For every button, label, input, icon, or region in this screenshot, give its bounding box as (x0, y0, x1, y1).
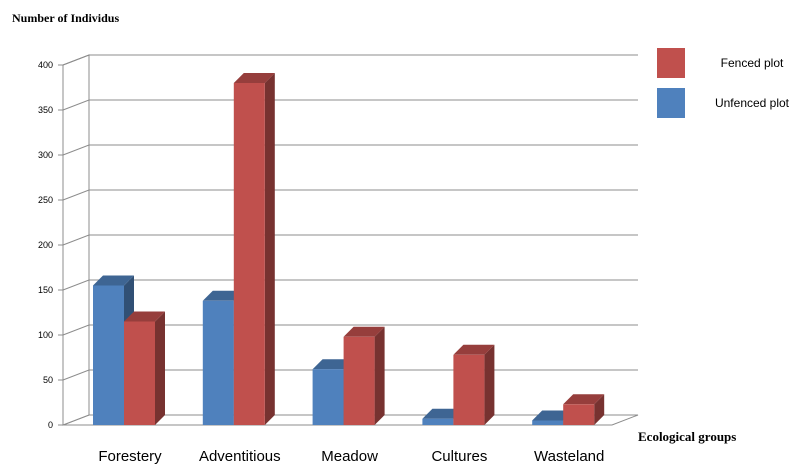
bar-front (93, 285, 124, 425)
bar-top (563, 394, 605, 405)
bar-front (312, 369, 344, 425)
y-tick-label: 50 (43, 375, 53, 385)
y-tick-label: 200 (38, 240, 53, 250)
gridline (62, 189, 638, 201)
legend-swatch (657, 88, 685, 118)
x-axis-label: Ecological groups (638, 429, 736, 444)
bar-front (202, 300, 234, 425)
y-tick-label: 400 (38, 60, 53, 70)
y-tick-label: 350 (38, 105, 53, 115)
gridline (62, 54, 638, 66)
x-tick-label: Cultures (431, 448, 487, 465)
bar-top (532, 410, 574, 421)
gridline (62, 279, 638, 291)
gridline (62, 234, 638, 246)
y-tick-label: 300 (38, 150, 53, 160)
legend-label: Unfenced plot (715, 96, 790, 110)
gridline (62, 324, 638, 336)
bar-front (532, 420, 564, 425)
y-tick-label: 150 (38, 285, 53, 295)
bar-front (343, 336, 375, 425)
legend: Fenced plot Unfenced plot (657, 48, 790, 118)
bar-front (124, 321, 155, 425)
bar-top (453, 344, 495, 355)
bar (124, 311, 165, 425)
bar-side (594, 394, 605, 425)
x-tick-label: Forestery (98, 448, 162, 465)
x-axis-ticks: Forestery Adventitious Meadow Cultures Waste… (98, 448, 604, 465)
bar-front (563, 404, 595, 425)
y-tick-label: 100 (38, 330, 53, 340)
bar-top (422, 408, 464, 419)
bar-top (93, 275, 134, 286)
y-axis-ticks: 0 50 100 150 200 250 300 350 400 (38, 60, 64, 430)
bars (93, 73, 605, 425)
legend-label: Fenced plot (721, 56, 784, 70)
bar-top (343, 326, 385, 337)
x-tick-label: Adventitious (199, 448, 281, 465)
y-tick-label: 0 (48, 420, 53, 430)
y-tick-label: 250 (38, 195, 53, 205)
bar (563, 394, 605, 425)
bar (343, 326, 385, 425)
bar-side (264, 73, 275, 425)
bar-front (422, 418, 454, 425)
bar-front (233, 83, 265, 425)
legend-swatch (657, 48, 685, 78)
bar-side (484, 344, 495, 425)
bar-top (124, 311, 165, 322)
bar-side (155, 311, 165, 425)
bar-top (312, 359, 354, 370)
bar-top (202, 290, 244, 301)
bar (233, 73, 275, 425)
x-tick-label: Meadow (321, 448, 378, 465)
y-axis-label: Number of Individus (12, 11, 119, 25)
gridline (62, 144, 638, 156)
x-tick-label: Wasteland (534, 448, 604, 465)
bar (453, 344, 495, 425)
bar-side (374, 326, 385, 425)
bar-top (233, 73, 275, 83)
bar-front (453, 354, 485, 425)
gridline (62, 99, 638, 111)
